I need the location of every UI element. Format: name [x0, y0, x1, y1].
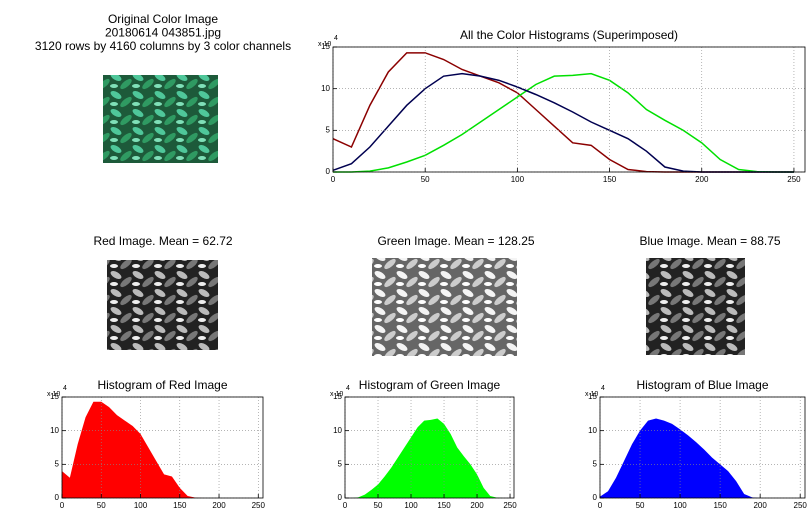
y-tick-label: 5: [326, 125, 331, 134]
x-tick-label: 0: [60, 501, 65, 510]
x-tick-label: 150: [437, 501, 451, 510]
image-title: Original Color Image: [108, 12, 218, 26]
axes-box: [599, 396, 806, 499]
histogram-line: [333, 72, 794, 173]
y-tick-label: 15: [588, 392, 597, 401]
y-tick-label: 5: [593, 459, 598, 468]
color-image: [103, 75, 218, 163]
image-title: Blue Image. Mean = 88.75: [639, 234, 780, 248]
axes-box: [344, 396, 515, 499]
y-exponent: x 10: [330, 391, 343, 398]
image-title: Red Image. Mean = 62.72: [93, 234, 232, 248]
x-tick-label: 200: [470, 501, 484, 510]
y-tick-label: 10: [321, 84, 330, 93]
y-exponent: x 10: [585, 391, 598, 398]
axes-box: [61, 396, 264, 499]
x-tick-label: 0: [598, 501, 603, 510]
y-tick-label: 0: [338, 493, 343, 502]
y-tick-label: 0: [593, 493, 598, 502]
x-tick-label: 250: [252, 501, 266, 510]
blue-image: [646, 258, 745, 355]
x-tick-label: 150: [173, 501, 187, 510]
chart-title: Histogram of Green Image: [359, 378, 501, 392]
chart-title: All the Color Histograms (Superimposed): [460, 28, 678, 42]
x-tick-label: 50: [421, 175, 430, 184]
y-tick-label: 0: [55, 493, 60, 502]
y-tick-label: 15: [333, 392, 342, 401]
histogram-area: [62, 401, 259, 498]
y-tick-label: 10: [588, 426, 597, 435]
x-tick-label: 250: [794, 501, 807, 510]
y-exponent-power: 4: [63, 385, 67, 392]
x-tick-label: 100: [673, 501, 687, 510]
y-tick-label: 0: [326, 167, 331, 176]
x-tick-label: 100: [404, 501, 418, 510]
x-tick-label: 0: [343, 501, 348, 510]
x-tick-label: 150: [713, 501, 727, 510]
image-title: Green Image. Mean = 128.25: [377, 234, 534, 248]
x-tick-label: 200: [695, 175, 709, 184]
green-image: [372, 258, 517, 356]
image-title: 3120 rows by 4160 columns by 3 color cha…: [35, 39, 291, 53]
x-tick-label: 100: [511, 175, 525, 184]
y-tick-label: 15: [321, 42, 330, 51]
x-tick-label: 50: [97, 501, 106, 510]
y-tick-label: 5: [338, 459, 343, 468]
x-tick-label: 250: [787, 175, 801, 184]
y-tick-label: 15: [50, 392, 59, 401]
histogram-area: [600, 418, 801, 498]
y-tick-label: 5: [55, 459, 60, 468]
y-exponent: x 10: [318, 41, 331, 48]
histogram-area: [345, 418, 511, 498]
x-tick-label: 150: [603, 175, 617, 184]
x-tick-label: 0: [331, 175, 336, 184]
x-tick-label: 100: [134, 501, 148, 510]
x-tick-label: 50: [636, 501, 645, 510]
x-tick-label: 50: [374, 501, 383, 510]
y-exponent-power: 4: [346, 385, 350, 392]
chart-title: Histogram of Red Image: [97, 378, 227, 392]
y-tick-label: 10: [50, 426, 59, 435]
y-exponent: x 10: [47, 391, 60, 398]
axes-box: [332, 46, 806, 173]
red-image: [107, 260, 218, 350]
x-tick-label: 200: [212, 501, 226, 510]
y-tick-label: 10: [333, 426, 342, 435]
y-exponent-power: 4: [601, 385, 605, 392]
image-title: 20180614 043851.jpg: [105, 26, 221, 40]
chart-title: Histogram of Blue Image: [636, 378, 768, 392]
x-tick-label: 200: [753, 501, 767, 510]
y-exponent-power: 4: [334, 35, 338, 42]
x-tick-label: 250: [503, 501, 517, 510]
